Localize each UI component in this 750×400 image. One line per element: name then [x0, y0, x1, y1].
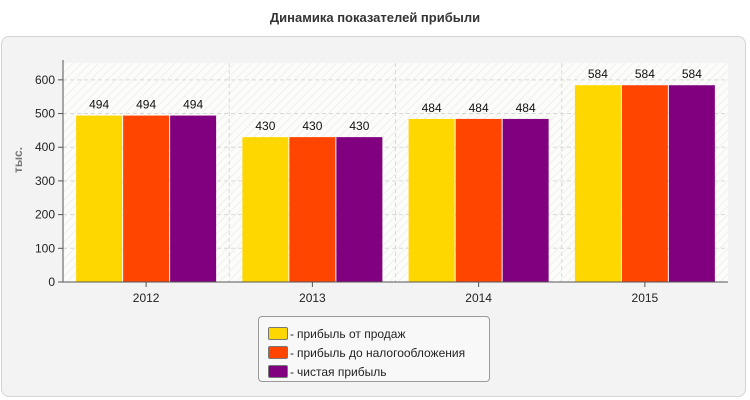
data-label: 484: [469, 101, 489, 115]
data-label: 484: [422, 101, 442, 115]
y-tick-label: 0: [48, 275, 55, 289]
bar-2015-1: [574, 85, 621, 282]
bar-2014-3: [502, 118, 549, 282]
bar-2013-1: [242, 137, 289, 282]
legend-label-pretax-profit: прибыль до налогообложения: [297, 345, 466, 360]
y-tick-label: 100: [35, 241, 55, 255]
legend-label-net-profit: чистая прибыль: [297, 364, 387, 379]
bar-2012-1: [76, 115, 123, 282]
data-label: 584: [635, 67, 655, 81]
x-tick-label: 2013: [299, 291, 326, 305]
bar-2013-2: [289, 137, 336, 282]
data-label: 430: [349, 119, 369, 133]
data-label: 494: [89, 98, 109, 112]
legend-item-pretax-profit: - прибыль до налогообложения: [259, 343, 489, 362]
data-label: 430: [255, 119, 275, 133]
data-label: 584: [682, 67, 702, 81]
y-tick-label: 600: [35, 73, 55, 87]
chart-title: Динамика показателей прибыли: [269, 10, 481, 25]
legend-swatch-net-profit: [268, 365, 288, 378]
legend-dash: -: [290, 364, 294, 379]
x-tick-label: 2012: [133, 291, 160, 305]
bar-2013-3: [336, 137, 383, 282]
bar-2012-2: [123, 115, 170, 282]
bar-2015-3: [668, 85, 715, 282]
bar-2012-3: [170, 115, 217, 282]
legend-dash: -: [290, 326, 294, 341]
legend-dash: -: [290, 345, 294, 360]
data-label: 584: [588, 67, 608, 81]
bar-2014-2: [455, 118, 502, 282]
legend-label-sales-profit: прибыль от продаж: [297, 326, 406, 341]
legend-swatch-sales-profit: [268, 327, 288, 340]
data-label: 484: [516, 101, 536, 115]
bar-2015-2: [621, 85, 668, 282]
x-tick-label: 2015: [632, 291, 659, 305]
legend-item-net-profit: - чистая прибыль: [259, 362, 489, 381]
y-tick-label: 500: [35, 107, 55, 121]
legend-item-sales-profit: - прибыль от продаж: [259, 324, 489, 343]
data-label: 430: [302, 119, 322, 133]
y-tick-label: 200: [35, 208, 55, 222]
bar-2014-1: [408, 118, 455, 282]
x-tick-label: 2014: [465, 291, 492, 305]
data-label: 494: [136, 98, 156, 112]
y-tick-label: 300: [35, 174, 55, 188]
legend-swatch-pretax-profit: [268, 346, 288, 359]
legend: - прибыль от продаж - прибыль до налогоо…: [258, 316, 490, 382]
data-label: 494: [183, 98, 203, 112]
y-axis-label: тыс.: [11, 147, 25, 173]
y-tick-label: 400: [35, 140, 55, 154]
